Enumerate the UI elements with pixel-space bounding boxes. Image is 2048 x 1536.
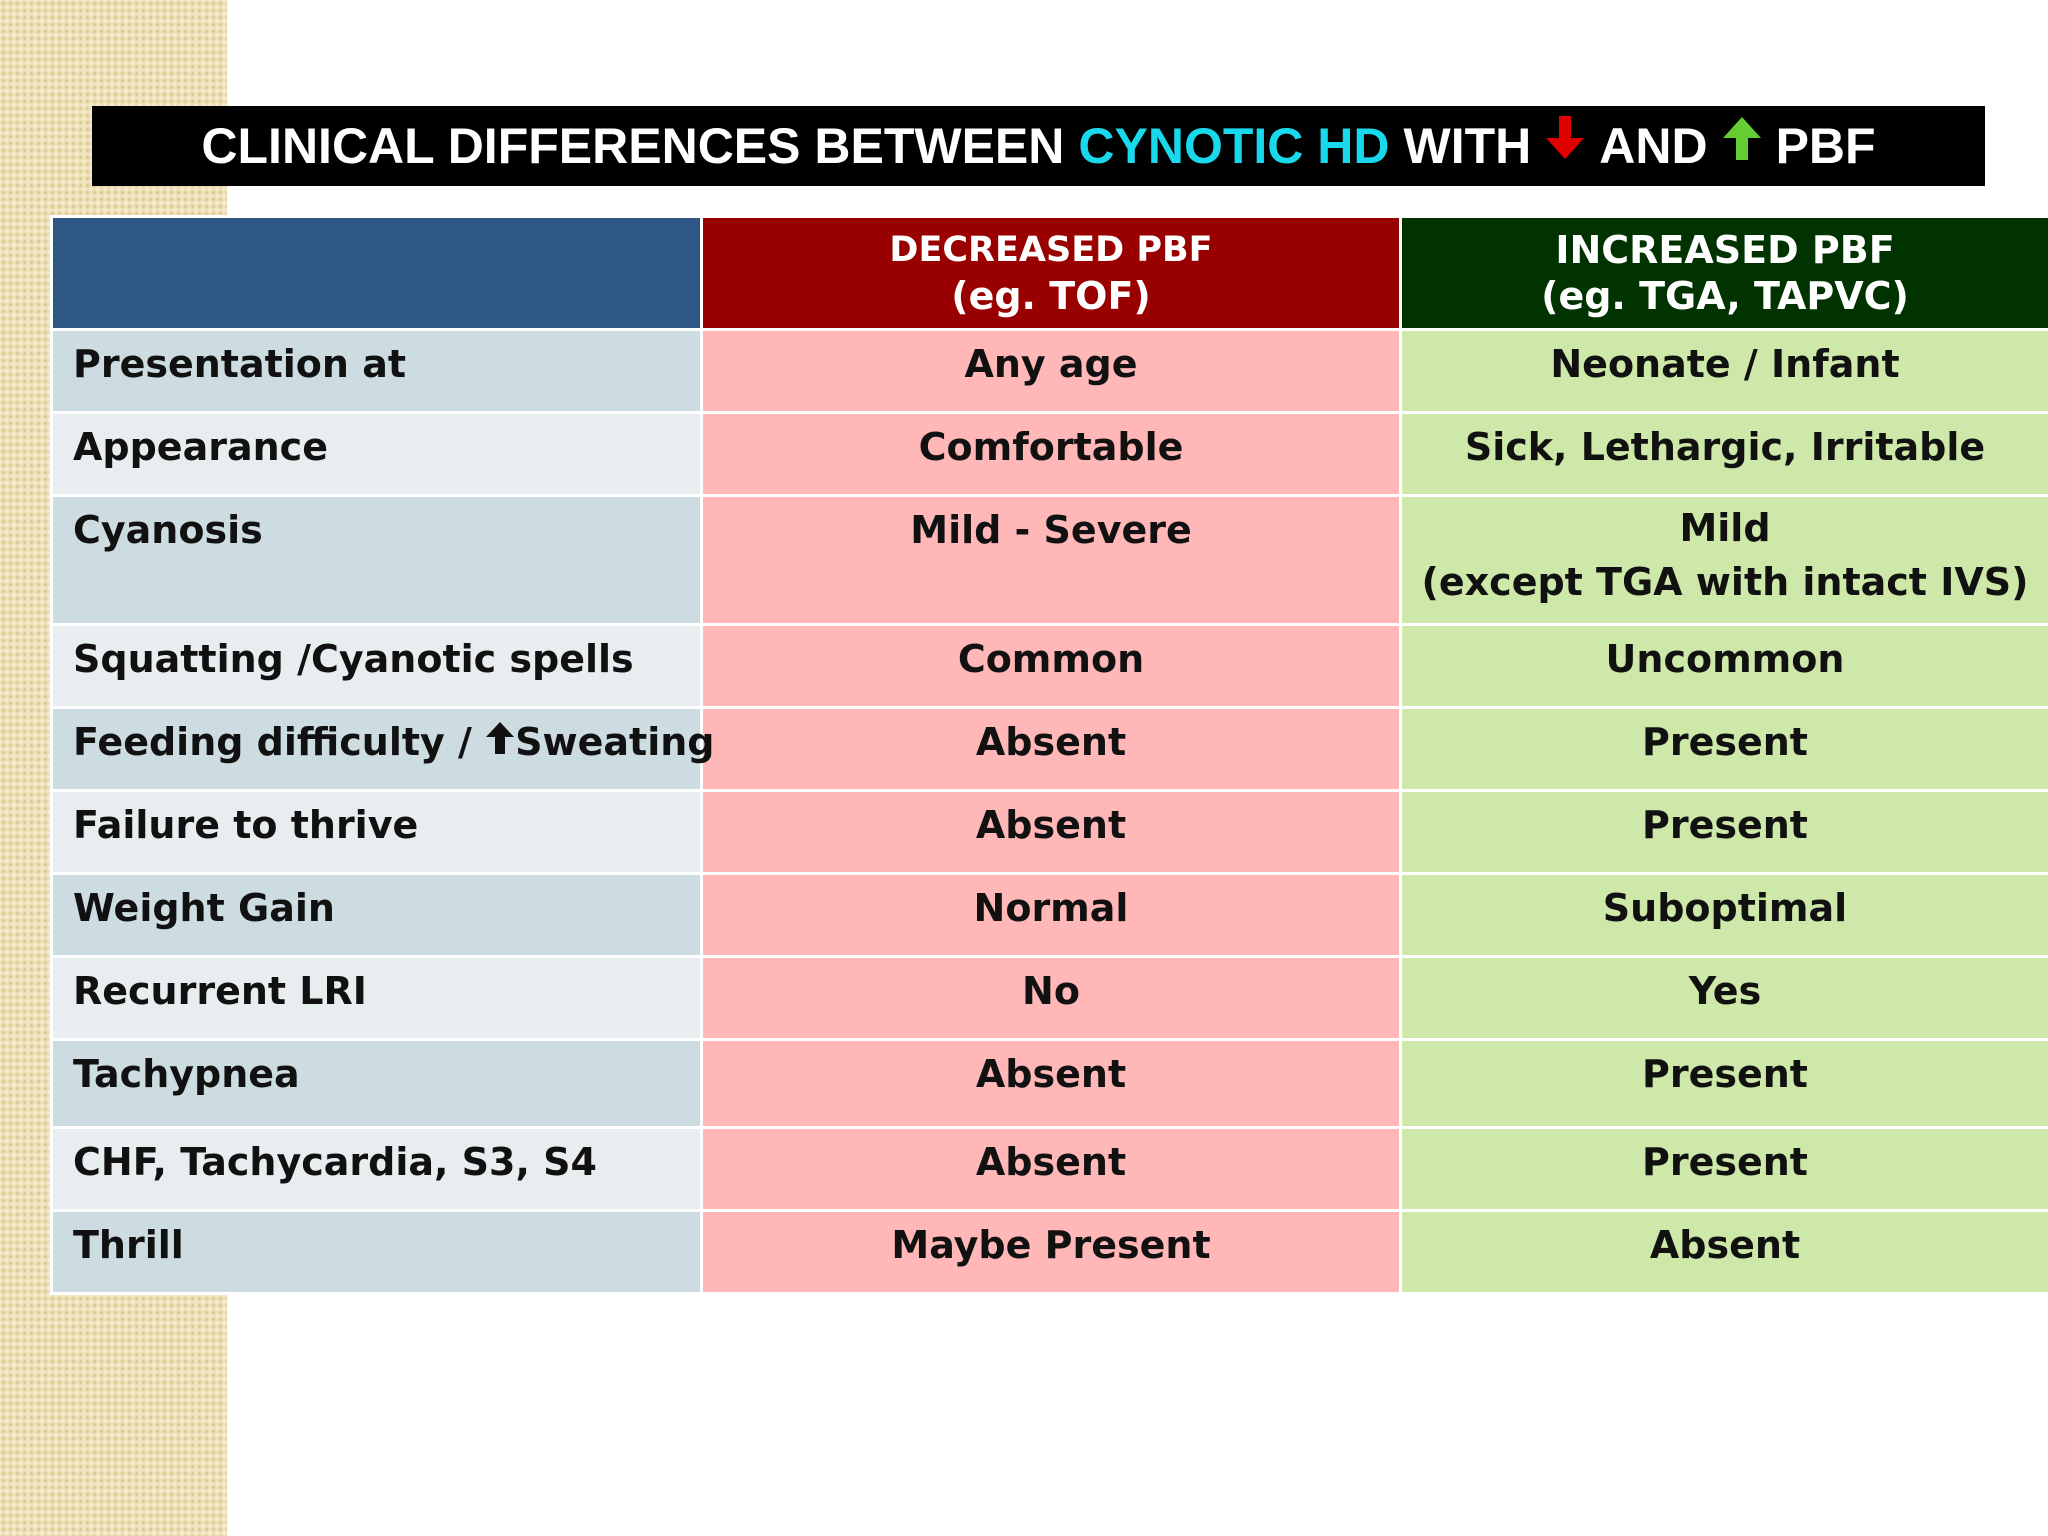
title-part-4: PBF	[1775, 118, 1876, 174]
row-label: Cyanosis	[50, 494, 703, 626]
up-arrow-icon	[485, 720, 515, 764]
up-arrow-icon	[1722, 114, 1762, 172]
table-row: Weight Gain Normal Suboptimal	[50, 872, 2048, 958]
header-increased-example: (eg. TGA, TAPVC)	[1541, 274, 1909, 318]
table-row: Recurrent LRI No Yes	[50, 955, 2048, 1041]
decreased-value: Absent	[700, 1126, 1402, 1212]
decreased-value: Mild - Severe	[700, 494, 1402, 626]
header-decreased-example: (eg. TOF)	[951, 274, 1151, 318]
table-row: Presentation at Any age Neonate / Infant	[50, 328, 2048, 414]
increased-value: Present	[1399, 1126, 2048, 1212]
decreased-value: Normal	[700, 872, 1402, 958]
row-label: Feeding difficulty / Sweating	[50, 706, 715, 792]
row-label-part-1: Feeding difficulty /	[73, 720, 472, 764]
increased-value: Absent	[1399, 1209, 2048, 1295]
row-label: Recurrent LRI	[50, 955, 703, 1041]
header-decreased-pbf: DECREASED PBF (eg. TOF)	[700, 215, 1402, 331]
table-row: Squatting /Cyanotic spells Common Uncomm…	[50, 623, 2048, 709]
table-row: Cyanosis Mild - Severe Mild (except TGA …	[50, 494, 2048, 626]
increased-value-line-2: (except TGA with intact IVS)	[1421, 560, 2029, 604]
decreased-value: Any age	[700, 328, 1402, 414]
table-row: Failure to thrive Absent Present	[50, 789, 2048, 875]
table-header-row: DECREASED PBF (eg. TOF) INCREASED PBF (e…	[50, 215, 2048, 331]
decreased-value: Common	[700, 623, 1402, 709]
table-row: Thrill Maybe Present Absent	[50, 1209, 2048, 1295]
row-label: Tachypnea	[50, 1038, 703, 1129]
increased-value: Neonate / Infant	[1399, 328, 2048, 414]
table-row: Tachypnea Absent Present	[50, 1038, 2048, 1129]
decreased-value: Absent	[700, 1038, 1402, 1129]
title-part-3: AND	[1599, 118, 1708, 174]
decreased-value: Comfortable	[700, 411, 1402, 497]
decreased-value: Maybe Present	[700, 1209, 1402, 1295]
decreased-value: No	[700, 955, 1402, 1041]
row-label-part-2: Sweating	[515, 720, 715, 764]
header-decreased-title: DECREASED PBF	[889, 230, 1213, 270]
row-label: CHF, Tachycardia, S3, S4	[50, 1126, 703, 1212]
decreased-value: Absent	[700, 789, 1402, 875]
header-corner-cell	[50, 215, 703, 331]
slide-title: CLINICAL DIFFERENCES BETWEEN CYNOTIC HD …	[92, 106, 1985, 186]
increased-value: Suboptimal	[1399, 872, 2048, 958]
row-label: Failure to thrive	[50, 789, 703, 875]
increased-value: Present	[1399, 706, 2048, 792]
title-accent: CYNOTIC HD	[1078, 118, 1390, 174]
row-label: Squatting /Cyanotic spells	[50, 623, 703, 709]
increased-value: Uncommon	[1399, 623, 2048, 709]
table-row: CHF, Tachycardia, S3, S4 Absent Present	[50, 1126, 2048, 1212]
increased-value: Present	[1399, 1038, 2048, 1129]
header-increased-pbf: INCREASED PBF (eg. TGA, TAPVC)	[1399, 215, 2048, 331]
table-row: Appearance Comfortable Sick, Lethargic, …	[50, 411, 2048, 497]
title-part-1: CLINICAL DIFFERENCES BETWEEN	[201, 118, 1065, 174]
title-part-2: WITH	[1403, 118, 1532, 174]
header-increased-title: INCREASED PBF	[1555, 228, 1895, 272]
row-label: Appearance	[50, 411, 703, 497]
increased-value: Yes	[1399, 955, 2048, 1041]
row-label: Presentation at	[50, 328, 703, 414]
increased-value-line-1: Mild	[1679, 506, 1771, 550]
decreased-value: Absent	[700, 706, 1402, 792]
increased-value: Mild (except TGA with intact IVS)	[1399, 494, 2048, 626]
increased-value: Sick, Lethargic, Irritable	[1399, 411, 2048, 497]
down-arrow-icon	[1545, 114, 1585, 172]
table-row: Feeding difficulty / Sweating Absent Pre…	[50, 706, 2048, 792]
increased-value: Present	[1399, 789, 2048, 875]
row-label: Thrill	[50, 1209, 703, 1295]
comparison-table: DECREASED PBF (eg. TOF) INCREASED PBF (e…	[50, 215, 2048, 1295]
row-label: Weight Gain	[50, 872, 703, 958]
